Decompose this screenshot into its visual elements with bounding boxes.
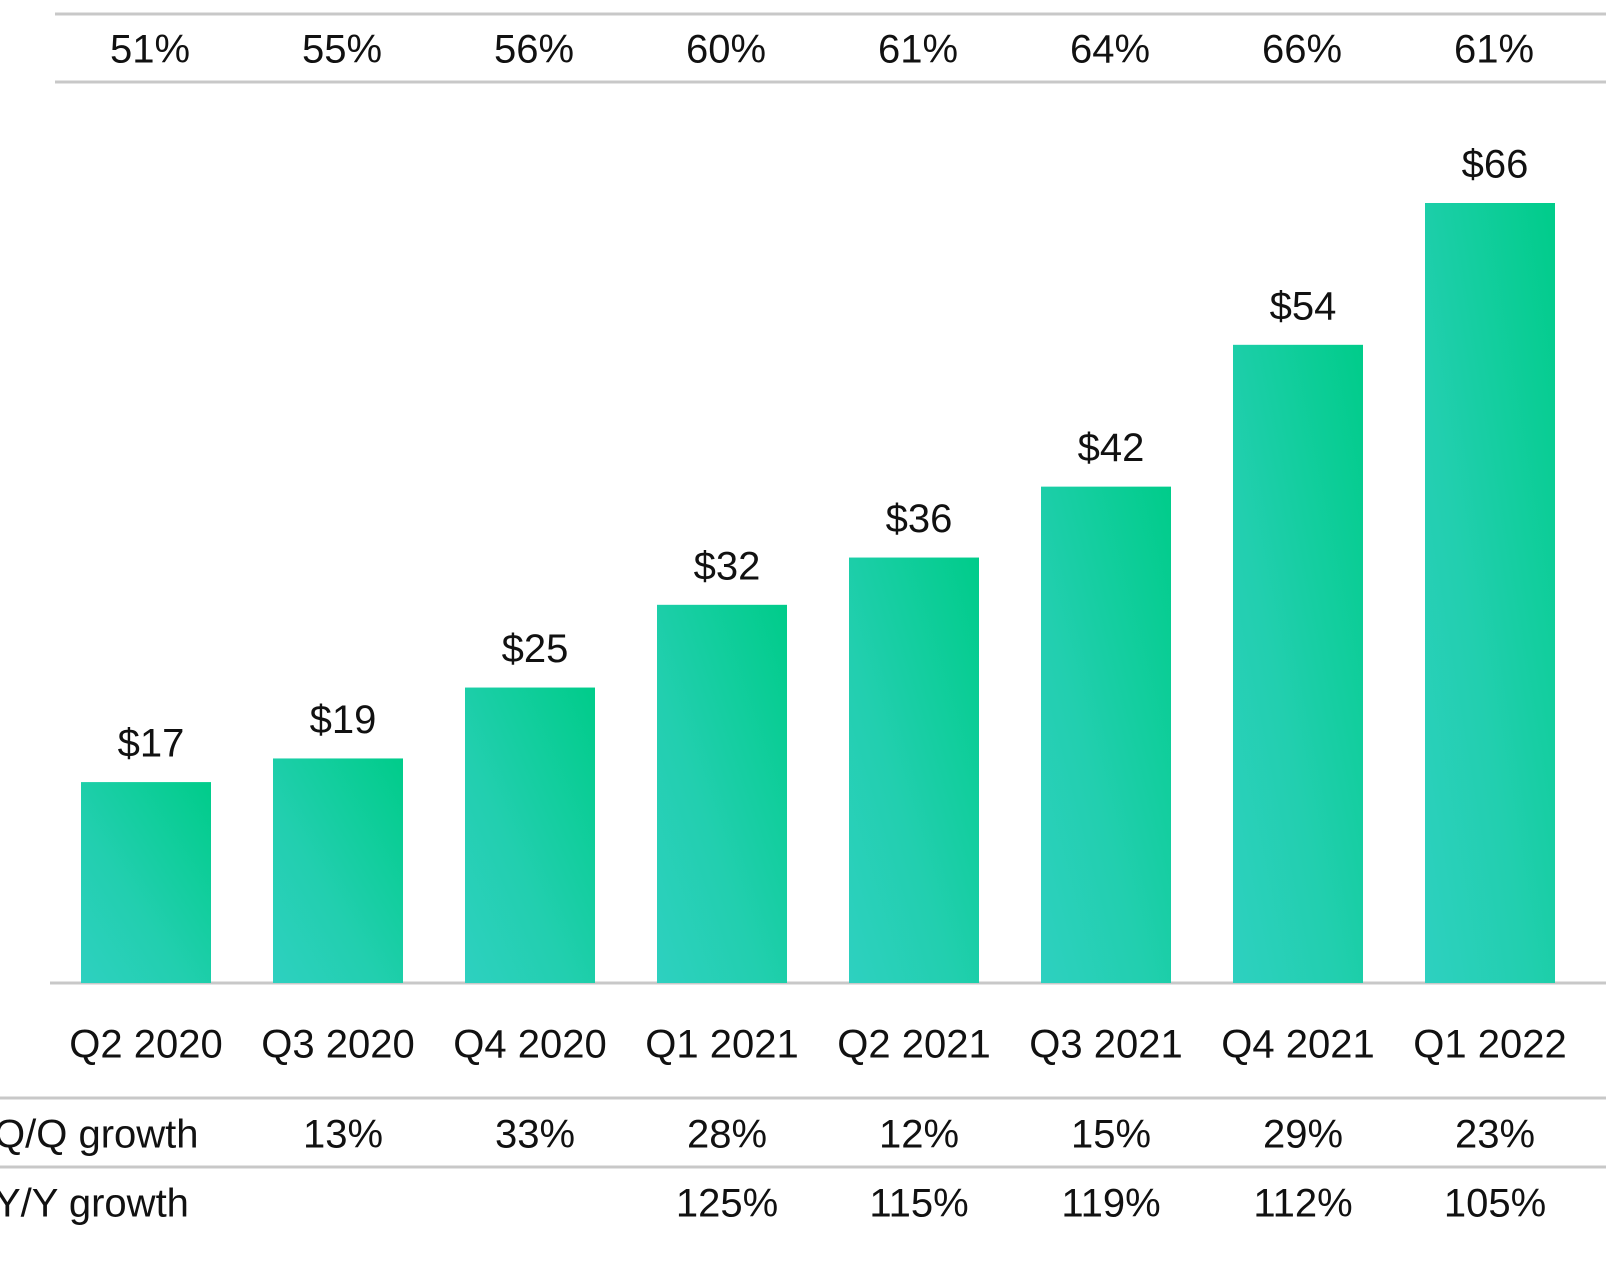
top-row-cell: 55%: [302, 28, 382, 72]
data-label: $42: [1078, 426, 1145, 470]
bar: [465, 687, 595, 983]
bar: [849, 557, 979, 983]
x-tick-label: Q1 2022: [1413, 1023, 1566, 1067]
row-cell: 112%: [1253, 1182, 1352, 1226]
data-label: $25: [502, 627, 569, 671]
row-cell: 15%: [1071, 1113, 1151, 1157]
row-cell: 23%: [1455, 1113, 1535, 1157]
x-tick-label: Q4 2020: [453, 1023, 606, 1067]
row-cell: 12%: [879, 1113, 959, 1157]
x-tick-label: Q3 2020: [261, 1023, 414, 1067]
top-row-cell: 66%: [1262, 28, 1342, 72]
row-cell: 13%: [303, 1113, 383, 1157]
row-cell: 119%: [1061, 1182, 1160, 1226]
x-tick-label: Q2 2020: [69, 1023, 222, 1067]
data-label: $17: [118, 722, 185, 766]
bar: [81, 782, 211, 983]
x-tick-label: Q4 2021: [1221, 1023, 1374, 1067]
row-cell: 105%: [1444, 1182, 1546, 1226]
row-cell: 29%: [1263, 1113, 1343, 1157]
bar: [1041, 486, 1171, 983]
bar: [657, 604, 787, 983]
data-label: $54: [1270, 284, 1337, 328]
data-label: $66: [1462, 143, 1529, 187]
top-row-cell: 61%: [878, 28, 958, 72]
bar: [1233, 344, 1363, 983]
row-label: Q/Q growth: [0, 1113, 199, 1157]
bar: [1425, 203, 1555, 983]
x-tick-label: Q3 2021: [1029, 1023, 1182, 1067]
top-row-cell: 60%: [686, 28, 766, 72]
row-label: Y/Y growth: [0, 1182, 189, 1226]
row-cell: 115%: [869, 1182, 968, 1226]
data-label: $36: [886, 497, 953, 541]
top-row-cell: 61%: [1454, 28, 1534, 72]
top-row-cell: 56%: [494, 28, 574, 72]
top-row-cell: 64%: [1070, 28, 1150, 72]
row-cell: 33%: [495, 1113, 575, 1157]
row-cell: 125%: [676, 1182, 778, 1226]
row-cell: 28%: [687, 1113, 767, 1157]
x-tick-label: Q2 2021: [837, 1023, 990, 1067]
data-label: $19: [310, 698, 377, 742]
bar: [273, 758, 403, 983]
data-label: $32: [694, 544, 761, 588]
top-row-cell: 51%: [110, 28, 190, 72]
x-tick-label: Q1 2021: [645, 1023, 798, 1067]
